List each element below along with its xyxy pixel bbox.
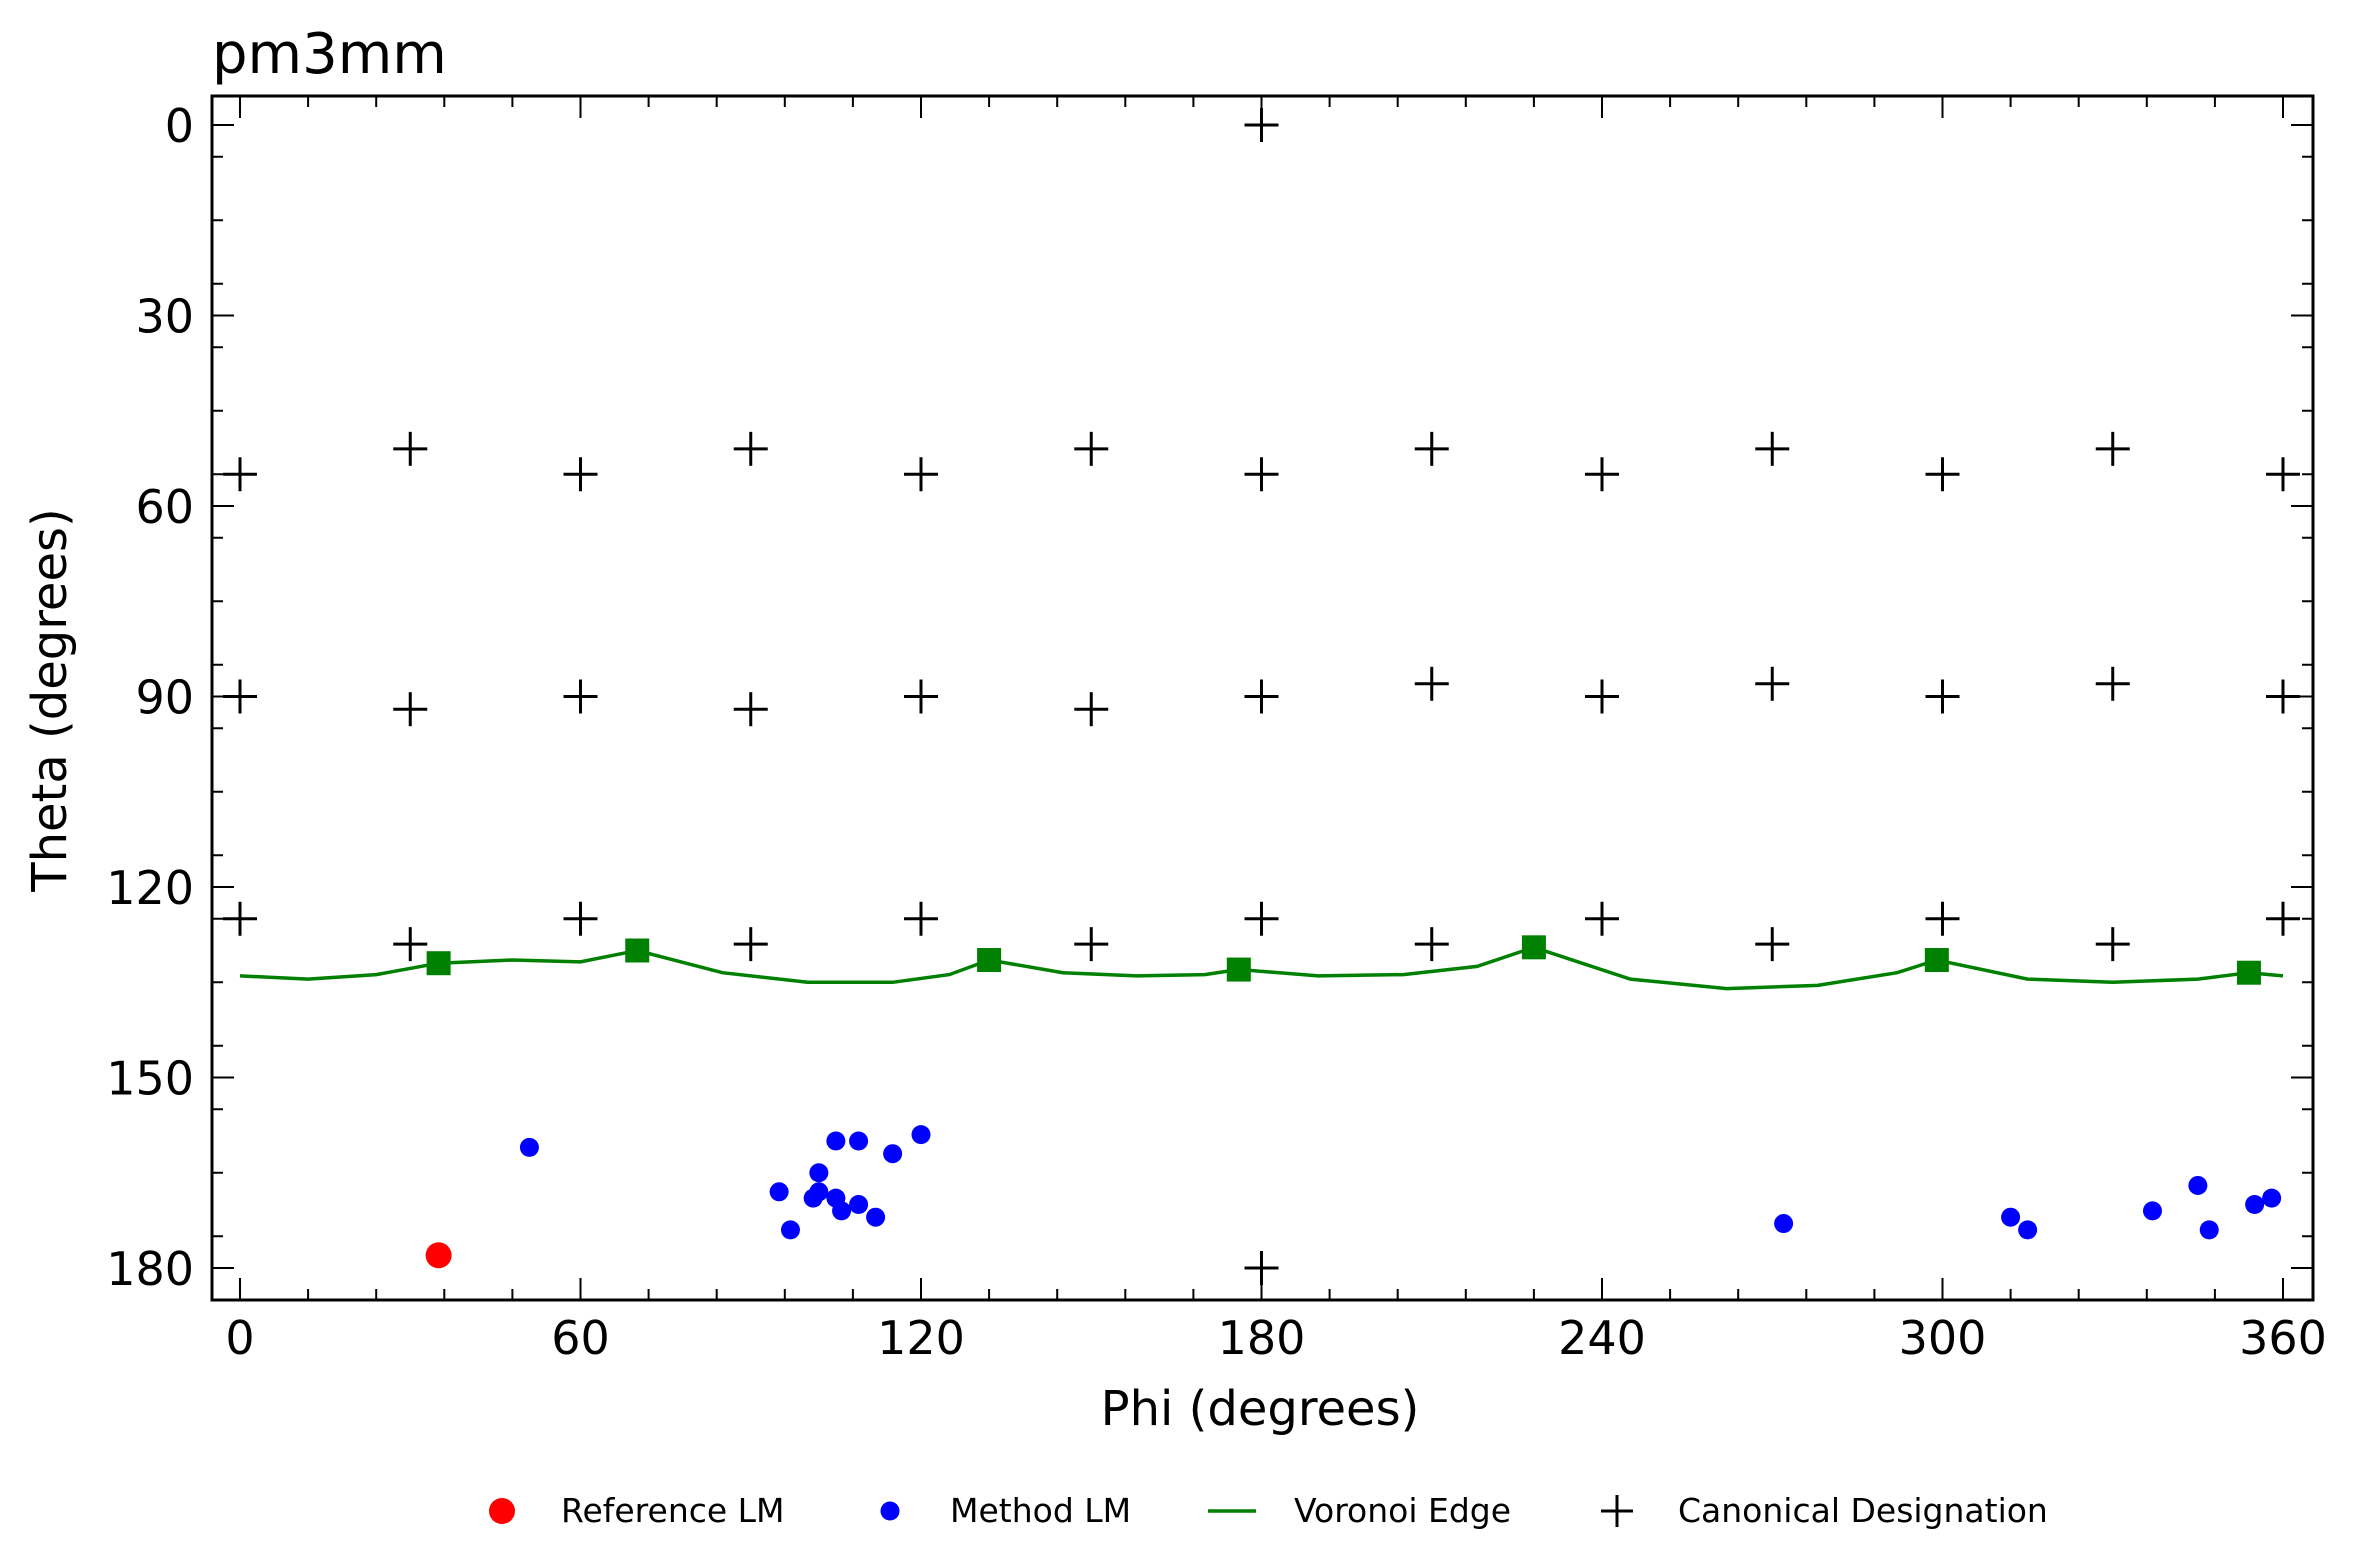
legend-label: Method LM xyxy=(950,1491,1131,1530)
method-lm-point xyxy=(826,1131,846,1151)
canonical-designation-marker xyxy=(2095,927,2130,962)
canonical-designation-marker xyxy=(223,457,257,492)
method-lm-point xyxy=(849,1131,869,1151)
canonical-designation-marker xyxy=(2095,666,2130,701)
canonical-designation-marker xyxy=(1414,927,1449,962)
canonical-designation-marker xyxy=(904,901,938,936)
legend-item: Reference LM xyxy=(489,1491,785,1530)
legend-label: Canonical Designation xyxy=(1678,1491,2048,1530)
y-tick-label: 150 xyxy=(106,1052,194,1106)
canonical-designation-marker xyxy=(904,679,938,714)
plot-area xyxy=(210,94,2315,1302)
canonical-designation-marker xyxy=(1755,666,1790,701)
y-tick-label: 120 xyxy=(106,861,194,915)
canonical-designation-marker xyxy=(1414,431,1449,466)
canonical-designation-marker xyxy=(563,457,598,492)
canonical-designation-marker xyxy=(1755,431,1790,466)
method-lm-point xyxy=(911,1125,931,1145)
x-tick-label: 60 xyxy=(551,1311,610,1365)
canonical-designation-marker xyxy=(1925,901,1960,936)
canonical-designation-marker xyxy=(1585,457,1619,492)
voronoi-vertex-marker xyxy=(2236,960,2261,985)
voronoi-vertex-marker xyxy=(426,951,451,976)
canonical-designation-marker xyxy=(1585,901,1619,936)
canonical-designation-marker xyxy=(1925,457,1960,492)
canonical-designation-marker xyxy=(733,927,768,962)
canonical-designation-marker xyxy=(1755,927,1790,962)
method-lm-point xyxy=(2142,1201,2162,1221)
method-lm-point xyxy=(2001,1207,2021,1227)
legend-label: Reference LM xyxy=(561,1491,785,1530)
x-tick-label: 120 xyxy=(877,1311,965,1365)
method-lm-point xyxy=(849,1195,869,1214)
voronoi-vertex-marker xyxy=(1226,957,1251,982)
legend-item: Method LM xyxy=(880,1491,1131,1530)
legend: Reference LM Method LM Voronoi Edge Canonic… xyxy=(489,1491,2048,1530)
method-lm-point xyxy=(519,1137,539,1157)
canonical-designation-marker xyxy=(1244,679,1279,714)
canonical-designation-marker xyxy=(1244,901,1279,936)
legend-marker xyxy=(489,1498,515,1524)
method-lm-point xyxy=(883,1144,903,1164)
canonical-designation-marker xyxy=(904,457,938,492)
canonical-designation-marker xyxy=(1585,679,1619,714)
x-tick-label: 0 xyxy=(225,1311,254,1365)
canonical-designation-marker xyxy=(1925,679,1960,714)
method-lm-point xyxy=(832,1201,852,1221)
canonical-designation-marker xyxy=(2266,457,2300,492)
legend-label: Voronoi Edge xyxy=(1294,1491,1511,1530)
method-lm-point xyxy=(2018,1220,2038,1240)
method-lm-point xyxy=(809,1163,829,1183)
method-lm-point xyxy=(1774,1214,1794,1234)
canonical-designation-marker xyxy=(2095,431,2130,466)
legend-item: Canonical Designation xyxy=(1601,1491,2048,1530)
chart-title: pm3mm xyxy=(212,22,447,87)
y-axis-label: Theta (degrees) xyxy=(22,508,78,892)
canonical-designation-marker xyxy=(393,927,428,962)
method-lm-point xyxy=(2188,1175,2208,1195)
method-lm-point xyxy=(2199,1220,2219,1240)
canonical-designation-marker xyxy=(1074,431,1109,466)
x-axis: 0 60 120 180 240 300 360 xyxy=(225,96,2327,1365)
x-tick-label: 300 xyxy=(1899,1311,1987,1365)
legend-item: Voronoi Edge xyxy=(1208,1491,1511,1530)
canonical-designation-marker xyxy=(2266,901,2300,936)
reference-lm-point xyxy=(425,1242,452,1269)
method-lm-point xyxy=(866,1207,886,1227)
canonical-designation-marker xyxy=(563,901,598,936)
method-lm-point xyxy=(769,1182,789,1202)
y-tick-label: 30 xyxy=(135,290,194,344)
voronoi-vertex-marker xyxy=(625,938,650,963)
legend-marker xyxy=(880,1501,900,1521)
canonical-designation-marker xyxy=(1074,927,1109,962)
canonical-designation-marker xyxy=(393,692,428,727)
y-tick-label: 60 xyxy=(135,480,194,534)
voronoi-vertex-marker xyxy=(1521,935,1546,960)
y-axis: 0 30 60 90 120 150 180 xyxy=(106,99,2313,1301)
x-tick-label: 360 xyxy=(2239,1311,2327,1365)
x-tick-label: 180 xyxy=(1218,1311,1306,1365)
canonical-designation-marker xyxy=(393,431,428,466)
voronoi-vertex-marker xyxy=(1924,948,1949,973)
y-tick-label: 180 xyxy=(106,1242,194,1296)
y-tick-label: 90 xyxy=(135,671,194,725)
canonical-designation-marker xyxy=(563,679,598,714)
canonical-designation-marker xyxy=(1414,666,1449,701)
x-tick-label: 240 xyxy=(1558,1311,1646,1365)
canonical-designation-marker xyxy=(733,431,768,466)
method-lm-point xyxy=(2262,1188,2282,1208)
voronoi-edge-line xyxy=(239,945,2284,991)
method-lm-point xyxy=(2245,1195,2265,1214)
canonical-designation-marker xyxy=(1244,457,1279,492)
x-axis-label: Phi (degrees) xyxy=(1101,1381,1420,1437)
canonical-designation-marker xyxy=(733,692,768,727)
canonical-designation-marker xyxy=(223,901,257,936)
canonical-designation-marker xyxy=(1074,692,1109,727)
y-tick-label: 0 xyxy=(165,99,194,153)
voronoi-vertex-marker xyxy=(977,948,1002,973)
method-lm-point xyxy=(809,1182,829,1202)
method-lm-point xyxy=(780,1220,800,1240)
